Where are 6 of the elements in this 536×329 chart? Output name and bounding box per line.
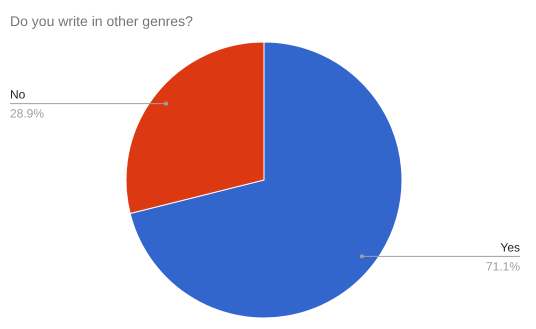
slice-label: Yes [500, 240, 520, 254]
pie-slice [130, 42, 402, 318]
data-label: 28.9% [10, 106, 44, 121]
chart-title: Do you write in other genres? [10, 13, 194, 29]
data-label: 71.1% [486, 259, 520, 274]
slice-label: No [10, 88, 26, 102]
